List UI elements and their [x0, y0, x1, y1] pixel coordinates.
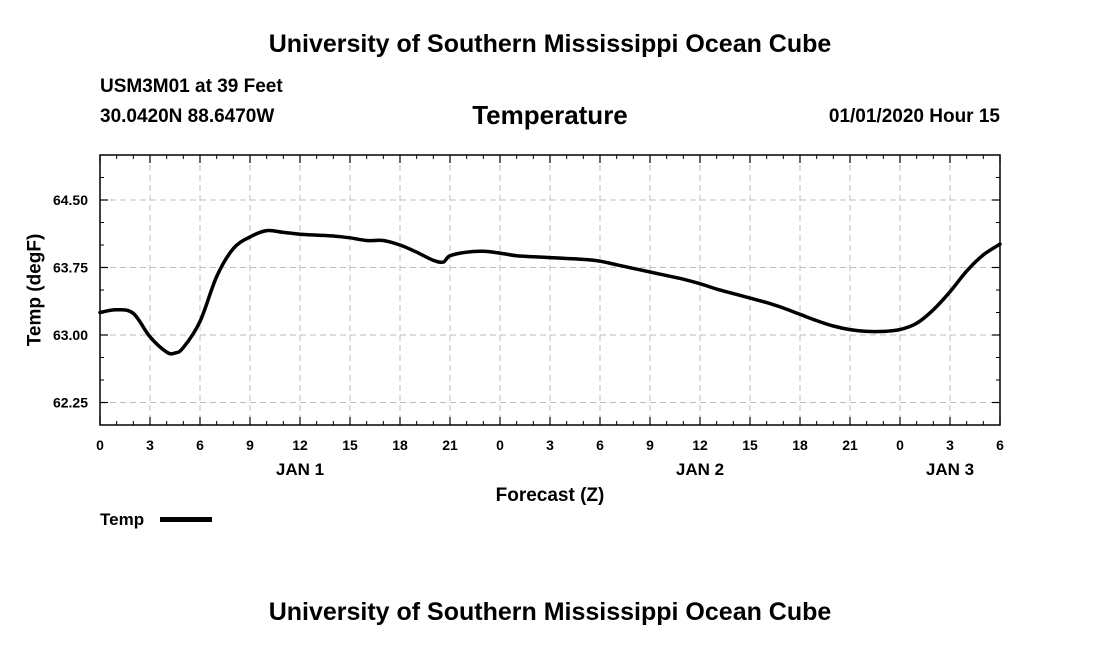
x-tick-label: 21	[842, 437, 858, 453]
x-tick-label: 6	[196, 437, 204, 453]
grid	[100, 155, 1000, 425]
y-axis-title: Temp (degF)	[25, 234, 46, 347]
coordinates-label: 30.0420N 88.6470W	[100, 106, 275, 127]
x-tick-label: 12	[692, 437, 708, 453]
series-layer	[98, 228, 1002, 356]
day-label: JAN 3	[926, 460, 974, 479]
station-label: USM3M01 at 39 Feet	[100, 76, 283, 97]
x-tick-label: 9	[246, 437, 254, 453]
x-tick-label: 6	[996, 437, 1004, 453]
legend-swatch	[160, 517, 212, 522]
legend-label: Temp	[100, 510, 145, 529]
x-tick-label: 18	[392, 437, 408, 453]
x-tick-label: 18	[792, 437, 808, 453]
x-tick-label: 0	[896, 437, 904, 453]
tick-layer: 0 3 6 9 12 15 18 21 0 3 6 9 12 15 18 21 0 3 6 62.25 63.00 63.…	[53, 155, 1004, 479]
x-tick-label: 6	[596, 437, 604, 453]
y-tick-label: 63.00	[53, 327, 88, 343]
day-label: JAN 2	[676, 460, 724, 479]
forecast-date-label: 01/01/2020 Hour 15	[828, 106, 1000, 127]
y-tick-label: 62.25	[53, 395, 88, 411]
y-tick-label: 64.50	[53, 192, 88, 208]
footer-title: University of Southern Mississippi Ocean…	[268, 598, 832, 626]
y-tick-label: 63.75	[53, 260, 88, 276]
x-tick-label: 12	[292, 437, 308, 453]
x-tick-label: 21	[442, 437, 458, 453]
x-tick-label: 15	[342, 437, 358, 453]
x-tick-label: 3	[546, 437, 554, 453]
chart-title: Temperature	[472, 100, 628, 130]
x-tick-label: 3	[146, 437, 154, 453]
x-tick-label: 9	[646, 437, 654, 453]
x-tick-label: 3	[946, 437, 954, 453]
x-tick-label: 0	[496, 437, 504, 453]
x-tick-label: 15	[742, 437, 758, 453]
page-title: University of Southern Mississippi Ocean…	[268, 30, 832, 58]
x-axis-title: Forecast (Z)	[496, 485, 605, 506]
day-label: JAN 1	[276, 460, 324, 479]
series-line-temp	[98, 228, 1002, 356]
x-tick-label: 0	[96, 437, 104, 453]
